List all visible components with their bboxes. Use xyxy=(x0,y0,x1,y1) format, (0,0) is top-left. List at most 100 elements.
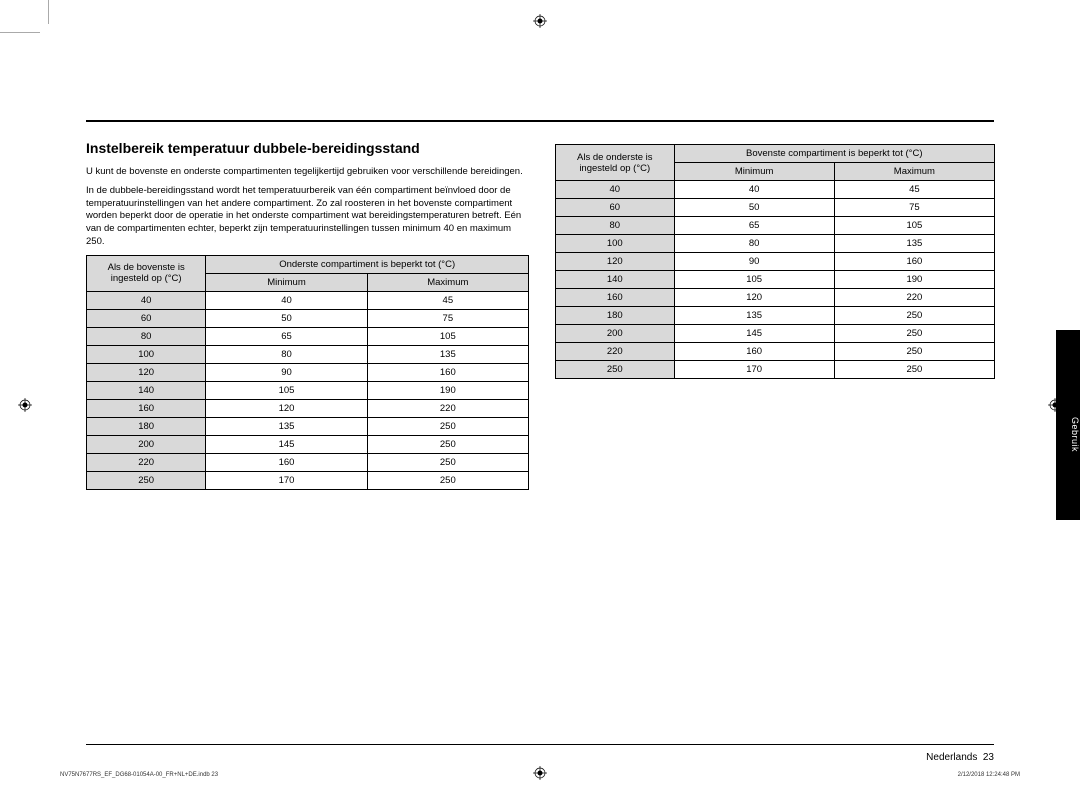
table-upper-setting: Als de bovenste is ingesteld op (°C) Ond… xyxy=(86,255,529,490)
table-row: 250170250 xyxy=(556,361,995,379)
table-cell: 105 xyxy=(674,271,834,289)
paragraph: U kunt de bovenste en onderste compartim… xyxy=(86,166,529,179)
divider-top xyxy=(86,120,994,122)
table-row: 220160250 xyxy=(556,343,995,361)
table-cell: 90 xyxy=(674,253,834,271)
table-cell: 160 xyxy=(206,453,367,471)
table-cell: 80 xyxy=(206,345,367,363)
table-subheader: Minimum xyxy=(674,163,834,181)
section-tab-label: Gebruik xyxy=(1070,417,1080,452)
table-cell: 190 xyxy=(834,271,994,289)
table-cell: 60 xyxy=(87,309,206,327)
table-cell: 140 xyxy=(556,271,675,289)
table-cell: 75 xyxy=(367,309,528,327)
table-cell: 100 xyxy=(556,235,675,253)
table-cell: 220 xyxy=(834,289,994,307)
table-cell: 120 xyxy=(674,289,834,307)
table-cell: 250 xyxy=(556,361,675,379)
table-cell: 40 xyxy=(674,181,834,199)
table-cell: 250 xyxy=(367,453,528,471)
table-cell: 50 xyxy=(674,199,834,217)
table-row: 12090160 xyxy=(556,253,995,271)
table-cell: 40 xyxy=(556,181,675,199)
table-cell: 140 xyxy=(87,381,206,399)
table-cell: 160 xyxy=(834,253,994,271)
table-cell: 45 xyxy=(834,181,994,199)
table-cell: 220 xyxy=(556,343,675,361)
table-cell: 160 xyxy=(87,399,206,417)
table-cell: 75 xyxy=(834,199,994,217)
table-cell: 160 xyxy=(367,363,528,381)
table-row: 8065105 xyxy=(556,217,995,235)
footer-timestamp: 2/12/2018 12:24:48 PM xyxy=(958,772,1020,778)
table-row: 8065105 xyxy=(87,327,529,345)
crop-mark xyxy=(48,0,49,24)
table-cell: 120 xyxy=(87,363,206,381)
table-cell: 80 xyxy=(674,235,834,253)
table-row: 404045 xyxy=(87,291,529,309)
table-cell: 145 xyxy=(206,435,367,453)
table-cell: 80 xyxy=(556,217,675,235)
table-cell: 60 xyxy=(556,199,675,217)
divider-bottom xyxy=(86,744,994,745)
table-cell: 40 xyxy=(87,291,206,309)
table-row: 605075 xyxy=(556,199,995,217)
registration-mark-icon xyxy=(18,398,32,412)
table-row: 140105190 xyxy=(87,381,529,399)
table-row: 10080135 xyxy=(87,345,529,363)
table-header: Onderste compartiment is beperkt tot (°C… xyxy=(206,255,529,273)
table-cell: 250 xyxy=(834,343,994,361)
table-cell: 100 xyxy=(87,345,206,363)
table-cell: 80 xyxy=(87,327,206,345)
table-cell: 190 xyxy=(367,381,528,399)
table-cell: 135 xyxy=(367,345,528,363)
table-subheader: Maximum xyxy=(367,273,528,291)
table-cell: 120 xyxy=(556,253,675,271)
table-cell: 250 xyxy=(834,325,994,343)
registration-mark-icon xyxy=(533,766,547,780)
table-row: 250170250 xyxy=(87,471,529,489)
table-row: 220160250 xyxy=(87,453,529,471)
table-cell: 40 xyxy=(206,291,367,309)
table-cell: 170 xyxy=(206,471,367,489)
table-row: 160120220 xyxy=(556,289,995,307)
table-cell: 250 xyxy=(834,361,994,379)
table-cell: 220 xyxy=(87,453,206,471)
table-cell: 65 xyxy=(206,327,367,345)
table-subheader: Maximum xyxy=(834,163,994,181)
table-cell: 200 xyxy=(87,435,206,453)
table-cell: 200 xyxy=(556,325,675,343)
table-cell: 120 xyxy=(206,399,367,417)
table-cell: 135 xyxy=(206,417,367,435)
table-cell: 135 xyxy=(834,235,994,253)
table-cell: 105 xyxy=(834,217,994,235)
table-cell: 65 xyxy=(674,217,834,235)
table-row: 140105190 xyxy=(556,271,995,289)
table-cell: 50 xyxy=(206,309,367,327)
table-cell: 250 xyxy=(834,307,994,325)
table-row: 10080135 xyxy=(556,235,995,253)
table-cell: 45 xyxy=(367,291,528,309)
table-cell: 170 xyxy=(674,361,834,379)
table-row: 180135250 xyxy=(87,417,529,435)
table-header: Als de onderste is ingesteld op (°C) xyxy=(556,145,675,181)
table-cell: 250 xyxy=(367,417,528,435)
table-row: 200145250 xyxy=(87,435,529,453)
table-header: Bovenste compartiment is beperkt tot (°C… xyxy=(674,145,994,163)
table-row: 180135250 xyxy=(556,307,995,325)
table-cell: 160 xyxy=(556,289,675,307)
left-column: Instelbereik temperatuur dubbele-bereidi… xyxy=(86,140,529,490)
table-cell: 105 xyxy=(206,381,367,399)
table-row: 605075 xyxy=(87,309,529,327)
page-language-number: Nederlands 23 xyxy=(926,752,994,763)
registration-mark-icon xyxy=(533,14,547,28)
page: Instelbereik temperatuur dubbele-bereidi… xyxy=(0,0,1080,790)
table-header: Als de bovenste is ingesteld op (°C) xyxy=(87,255,206,291)
table-cell: 250 xyxy=(87,471,206,489)
table-row: 200145250 xyxy=(556,325,995,343)
table-cell: 105 xyxy=(367,327,528,345)
table-cell: 220 xyxy=(367,399,528,417)
table-subheader: Minimum xyxy=(206,273,367,291)
table-cell: 135 xyxy=(674,307,834,325)
section-heading: Instelbereik temperatuur dubbele-bereidi… xyxy=(86,140,529,156)
